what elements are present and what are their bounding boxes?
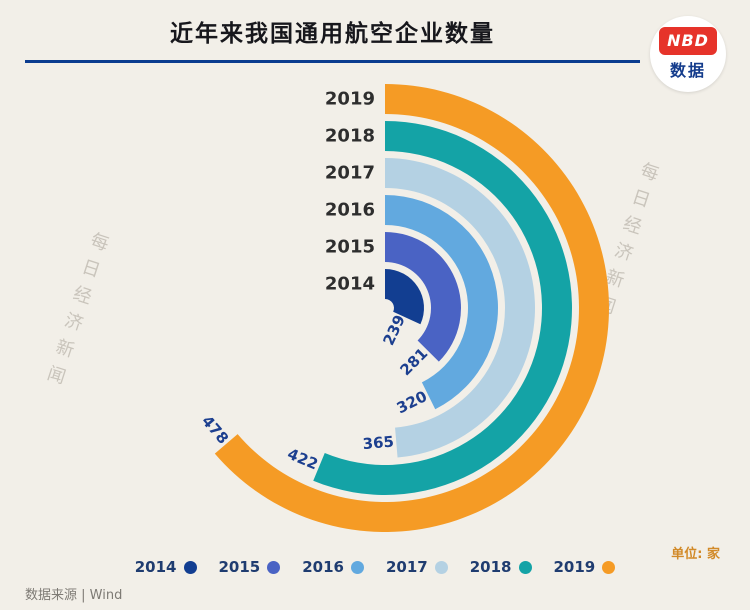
arc-2017 [385,158,536,458]
legend-item-2018: 2018 [470,558,532,576]
arc-2019 [214,84,609,532]
legend-item-2015: 2015 [219,558,281,576]
watermark-right: 每日经济新闻 [589,159,662,326]
nbd-logo-icon: NBD [659,27,717,55]
year-label-2018: 2018 [325,126,375,147]
legend-color-dot [434,560,448,574]
legend-label: 2016 [302,558,344,576]
legend-label: 2019 [553,558,596,576]
legend-item-2017: 2017 [386,558,448,576]
year-label-2019: 2019 [325,89,375,110]
arc-2016 [385,195,499,410]
year-label-2016: 2016 [325,200,375,221]
nbd-logo: NBD 数据 [650,16,726,92]
page-title: 近年来我国通用航空企业数量 [170,21,495,47]
legend-item-2014: 2014 [135,558,197,576]
header: 近年来我国通用航空企业数量 [25,14,640,63]
legend-label: 2018 [469,558,512,576]
legend-color-dot [351,560,364,574]
unit-label: 单位: 家 [671,547,720,562]
legend-color-dot [267,560,281,574]
legend-label: 2017 [386,558,428,576]
legend-label: 2015 [218,558,261,576]
legend-color-dot [602,560,616,574]
value-label-2017: 365 [362,433,395,454]
year-label-2015: 2015 [325,237,375,258]
legend-item-2019: 2019 [554,558,616,576]
data-source: 数据来源 | Wind [25,588,123,603]
title-underline [25,60,640,63]
legend-color-dot [183,560,197,574]
arc-2015 [385,232,461,362]
chart-legend: 2014 2015 2016 2017 2018 2019 [0,558,750,576]
arc-2014 [385,269,424,325]
value-label-2019: 478 [198,412,232,447]
legend-label: 2014 [134,558,177,576]
year-label-2014: 2014 [325,274,375,295]
legend-item-2016: 2016 [302,558,364,576]
value-label-2014: 239 [379,312,408,348]
value-label-2018: 422 [285,445,321,474]
arc-2018 [313,121,573,495]
value-label-2016: 320 [394,387,430,417]
legend-color-dot [518,560,532,574]
year-label-2017: 2017 [325,163,375,184]
nbd-logo-subtitle: 数据 [669,61,706,80]
watermark-left: 每日经济新闻 [39,229,112,396]
value-label-2015: 281 [396,344,431,379]
